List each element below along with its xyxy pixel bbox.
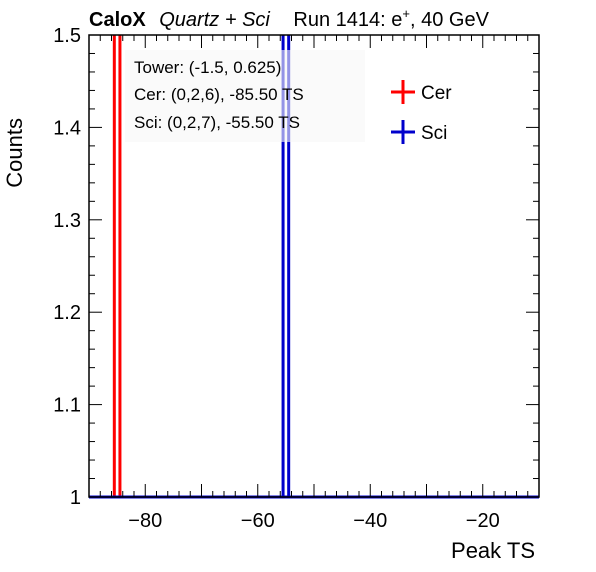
x-tick-labels: −80 −60 −40 −20 [128,510,499,532]
run-superscript: + [402,6,410,21]
x-tick-label: −20 [466,510,500,532]
legend-label: Sci [421,123,447,144]
run-label: Run 1414: e [293,9,402,31]
experiment-label: CaloX [89,9,146,31]
chart-header: CaloX Quartz + Sci Run 1414: e+, 40 GeV [89,6,490,31]
legend: Cer Sci [391,80,452,144]
y-tick-label: 1 [70,487,81,509]
annotation-sci: Sci: (0,2,7), -55.50 TS [134,113,300,132]
y-tick-label: 1.1 [53,395,81,417]
x-tick-label: −80 [128,510,162,532]
y-tick-label: 1.5 [53,25,81,47]
x-axis-label: Peak TS [451,538,535,563]
legend-entry-cer: Cer [391,80,452,104]
legend-entry-sci: Sci [391,120,447,144]
annotation-cer: Cer: (0,2,6), -85.50 TS [134,85,304,104]
y-axis-label: Counts [2,118,27,188]
y-tick-label: 1.4 [53,117,81,139]
annotation-tower: Tower: (-1.5, 0.625) [134,58,281,77]
plot-area [88,34,540,499]
legend-label: Cer [421,83,452,104]
y-tick-label: 1.3 [53,210,81,232]
axis-ticks [88,34,540,498]
x-tick-label: −40 [353,510,387,532]
y-tick-label: 1.2 [53,302,81,324]
annotation-background [125,50,365,142]
x-tick-label: −60 [241,510,275,532]
y-tick-labels: 1 1.1 1.2 1.3 1.4 1.5 [53,25,81,509]
run-suffix: , 40 GeV [410,9,490,31]
detectors-label: Quartz + Sci [159,9,270,31]
